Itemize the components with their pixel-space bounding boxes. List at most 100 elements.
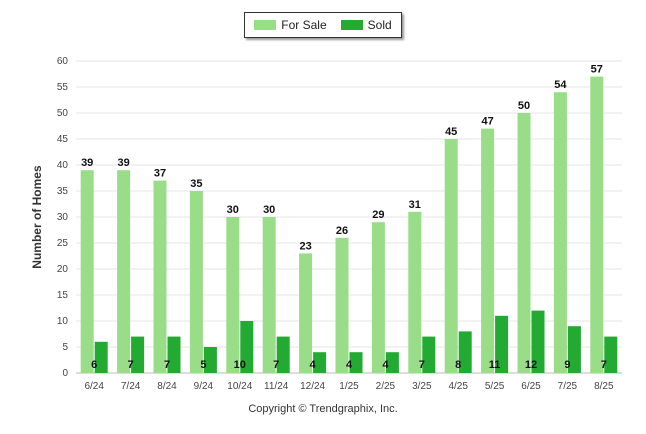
y-tick-label: 35 xyxy=(57,186,69,197)
bar-sold xyxy=(495,315,509,373)
data-label-sold: 7 xyxy=(601,359,607,371)
data-label-sold: 12 xyxy=(525,359,537,371)
bar-for-sale xyxy=(553,92,567,373)
legend: For Sale Sold xyxy=(244,12,402,38)
bar-sold xyxy=(385,352,399,373)
data-label-sold: 7 xyxy=(273,359,279,371)
x-tick-label: 12/24 xyxy=(300,381,325,392)
data-label-for-sale: 50 xyxy=(518,100,530,112)
bar-sold xyxy=(567,326,581,373)
bar-for-sale xyxy=(481,128,495,373)
x-tick-label: 3/25 xyxy=(412,381,432,392)
data-label-for-sale: 23 xyxy=(299,240,311,252)
data-label-for-sale: 30 xyxy=(263,204,275,216)
x-tick-label: 2/25 xyxy=(376,381,396,392)
data-label-for-sale: 29 xyxy=(372,209,384,221)
bar-for-sale xyxy=(262,217,276,373)
data-label-sold: 8 xyxy=(455,359,461,371)
bar-for-sale xyxy=(371,222,385,373)
data-label-sold: 7 xyxy=(419,359,425,371)
x-tick-label: 10/24 xyxy=(227,381,252,392)
bar-sold xyxy=(604,336,618,373)
data-label-for-sale: 57 xyxy=(591,64,603,76)
bar-sold xyxy=(94,341,108,373)
legend-swatch-sold xyxy=(340,20,363,30)
data-label-for-sale: 30 xyxy=(227,204,239,216)
bars xyxy=(80,76,618,373)
y-tick-label: 5 xyxy=(62,342,68,353)
x-tick-label: 1/25 xyxy=(339,381,359,392)
y-tick-label: 0 xyxy=(62,368,68,379)
bar-for-sale xyxy=(517,113,531,373)
data-label-for-sale: 39 xyxy=(117,157,129,169)
data-label-sold: 7 xyxy=(164,359,170,371)
data-label-sold: 4 xyxy=(310,359,317,371)
x-tick-label: 9/24 xyxy=(194,381,214,392)
x-tick-label: 5/25 xyxy=(485,381,505,392)
legend-item-sold[interactable]: Sold xyxy=(340,18,392,32)
y-axis-title: Number of Homes xyxy=(30,165,44,269)
y-tick-label: 40 xyxy=(57,160,69,171)
bar-for-sale xyxy=(590,76,604,373)
data-label-sold: 9 xyxy=(564,359,570,371)
y-tick-label: 50 xyxy=(57,108,69,119)
bar-for-sale xyxy=(408,211,422,373)
y-tick-label: 55 xyxy=(57,82,69,93)
y-tick-label: 30 xyxy=(57,212,69,223)
data-label-for-sale: 35 xyxy=(190,178,202,190)
legend-swatch-for-sale xyxy=(254,20,277,30)
bar-for-sale xyxy=(189,191,203,373)
bar-sold xyxy=(349,352,363,373)
x-tick-label: 8/25 xyxy=(594,381,614,392)
bar-for-sale xyxy=(444,139,458,373)
x-tick-label: 6/24 xyxy=(84,381,104,392)
data-label-for-sale: 37 xyxy=(154,168,166,180)
bar-for-sale xyxy=(153,180,167,373)
data-label-sold: 11 xyxy=(489,359,501,371)
y-tick-label: 20 xyxy=(57,264,69,275)
bar-sold xyxy=(167,336,181,373)
data-label-sold: 5 xyxy=(200,359,206,371)
x-tick-label: 7/24 xyxy=(121,381,141,392)
legend-label-sold: Sold xyxy=(367,18,392,32)
data-labels: 39 6 39 7 37 7 35 5 30 10 30 7 23 4 26 4 29 4 31 7 45 8 47 11 50… xyxy=(81,64,607,371)
bar-sold xyxy=(422,336,436,373)
data-label-for-sale: 45 xyxy=(445,126,457,138)
y-tick-label: 60 xyxy=(57,56,69,67)
x-tick-label: 8/24 xyxy=(157,381,177,392)
bar-sold xyxy=(203,347,217,373)
data-label-sold: 6 xyxy=(91,359,97,371)
bar-sold xyxy=(276,336,290,373)
x-tick-label: 6/25 xyxy=(521,381,541,392)
bar-sold xyxy=(131,336,145,373)
data-label-sold: 10 xyxy=(234,359,246,371)
data-label-sold: 4 xyxy=(382,359,389,371)
data-label-for-sale: 47 xyxy=(481,116,493,128)
legend-label-for-sale: For Sale xyxy=(281,18,327,32)
y-tick-label: 25 xyxy=(57,238,69,249)
bar-for-sale xyxy=(80,170,94,373)
x-tick-label: 7/25 xyxy=(558,381,578,392)
copyright-text: Copyright © Trendgraphix, Inc. xyxy=(248,403,398,415)
bar-sold xyxy=(531,310,545,373)
data-label-for-sale: 26 xyxy=(336,225,348,237)
x-tick-label: 11/24 xyxy=(264,381,289,392)
bar-for-sale xyxy=(117,170,131,373)
legend-item-for-sale[interactable]: For Sale xyxy=(254,18,327,32)
data-label-for-sale: 54 xyxy=(554,79,567,91)
data-label-for-sale: 39 xyxy=(81,157,93,169)
bar-sold xyxy=(240,321,254,373)
y-tick-label: 45 xyxy=(57,134,69,145)
gridlines xyxy=(76,60,622,374)
data-label-for-sale: 31 xyxy=(409,199,421,211)
bar-for-sale xyxy=(226,217,240,373)
x-tick-label: 4/25 xyxy=(448,381,468,392)
y-tick-label: 15 xyxy=(57,290,69,301)
bar-for-sale xyxy=(335,237,349,373)
data-label-sold: 7 xyxy=(128,359,134,371)
data-label-sold: 4 xyxy=(346,359,353,371)
y-tick-label: 10 xyxy=(57,316,69,327)
bar-sold xyxy=(458,331,472,373)
